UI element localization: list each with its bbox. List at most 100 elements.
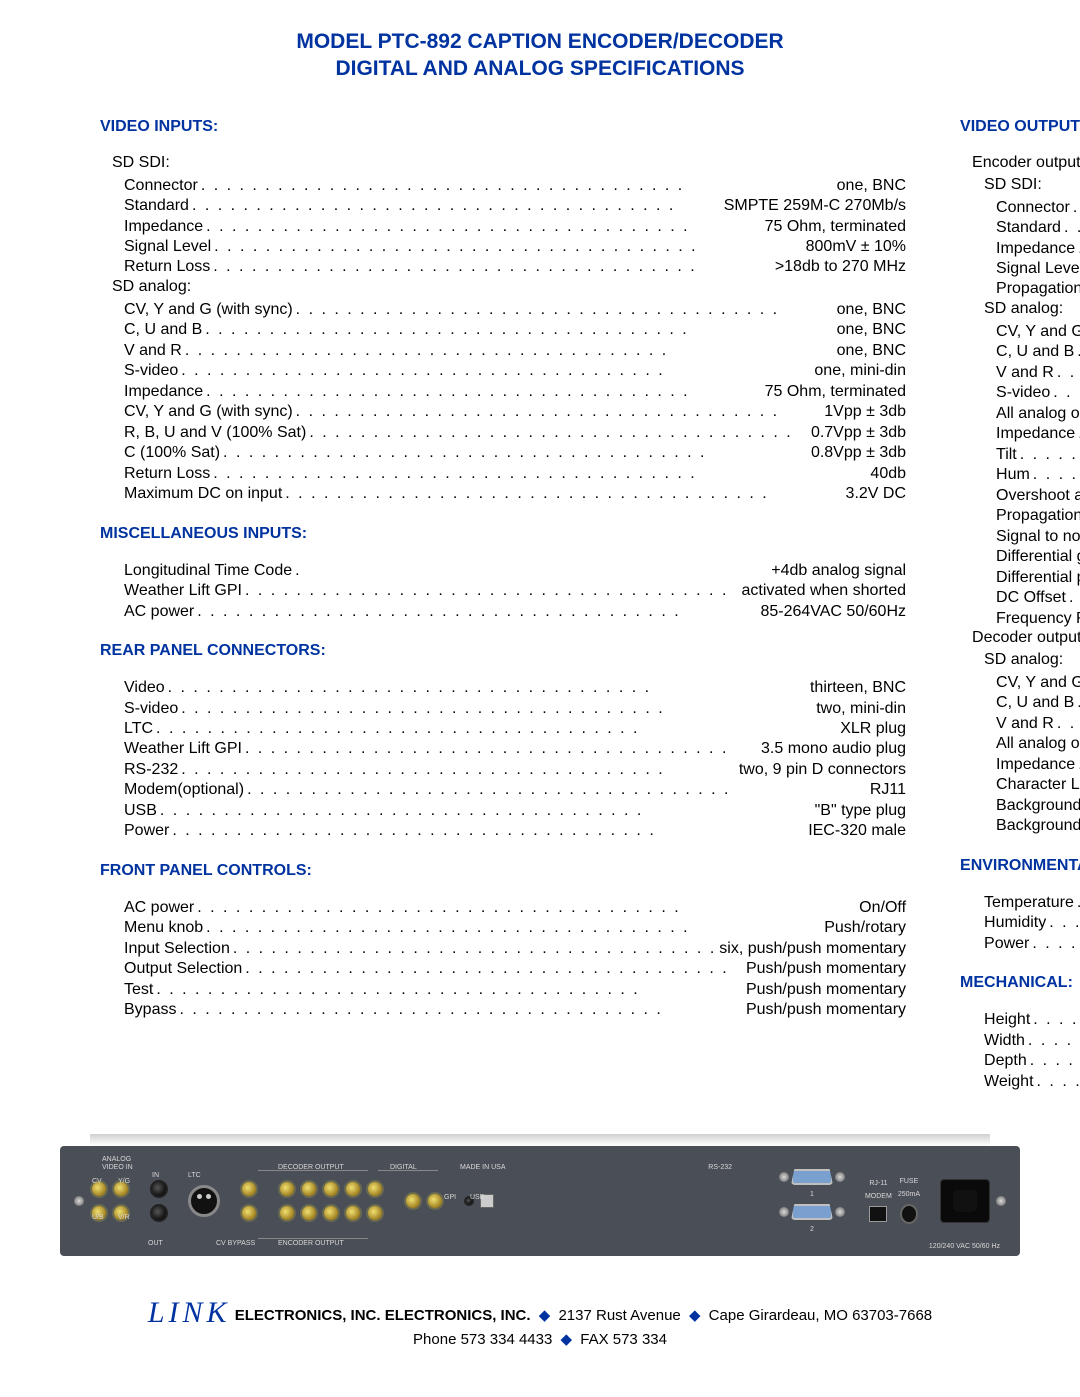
screw-icon <box>779 1207 789 1217</box>
spec-row: All analog outputs . . . . . . . . . . .… <box>960 734 1080 754</box>
dot-leader: . . . . . . . . . . . . . . . . . . . . … <box>242 581 741 601</box>
spec-label: Standard <box>996 218 1061 238</box>
spec-row: Maximum DC on input . . . . . . . . . . … <box>100 484 906 504</box>
spec-label: V and R <box>996 363 1054 383</box>
spec-row: Power . . . . . . . . . . . . . . . . . … <box>960 934 1080 954</box>
spec-value: one, mini-din <box>814 361 906 381</box>
device-rear-panel: ANALOG VIDEO IN CV Y/G U/B V/R IN OUT LT… <box>60 1134 1020 1256</box>
spec-label: Overshoot and Ringing <box>996 486 1080 506</box>
dot-leader: . . . . . . . . . . . . . . . . . . . . … <box>293 300 837 320</box>
spec-value: Push/rotary <box>824 918 906 938</box>
spec-row: Differential gain . . . . . . . . . . . … <box>960 547 1080 567</box>
left-column: VIDEO INPUTS:SD SDI:Connector . . . . . … <box>100 118 906 1092</box>
dsub-icon <box>791 1204 833 1220</box>
dot-leader: . . . . . . . . . . . . . . . . . . . . … <box>1017 445 1080 465</box>
dot-leader: . . . . . . . . . . . . . . . . . . . . … <box>244 780 870 800</box>
spec-value: 1Vpp ± 3db <box>824 402 906 422</box>
spec-value: two, mini-din <box>816 699 906 719</box>
bnc-icon <box>344 1204 362 1222</box>
spec-row: Connector . . . . . . . . . . . . . . . … <box>960 198 1080 218</box>
dot-leader: . . . . . . . . . . . . . . . . . . . . … <box>1061 218 1080 238</box>
section-heading: REAR PANEL CONNECTORS: <box>100 642 906 660</box>
spec-label: AC power <box>124 898 194 918</box>
spec-value: one, BNC <box>837 341 906 361</box>
bnc-icon <box>240 1180 258 1198</box>
label-ltc: LTC <box>188 1172 201 1179</box>
bnc-icon <box>322 1204 340 1222</box>
spec-row: Overshoot and Ringing . . . . . . . . . … <box>960 486 1080 506</box>
spec-row: Signal Level . . . . . . . . . . . . . .… <box>960 259 1080 279</box>
section-heading: MISCELLANEOUS INPUTS: <box>100 525 906 543</box>
dot-leader: . . . . . . . . . . . . . . . . . . . . … <box>1075 424 1080 444</box>
dot-leader: . . . . . . . . . . . . . . . . . . . . … <box>1075 239 1080 259</box>
dot-leader: . . . . . . . . . . . . . . . . . . . . … <box>178 361 814 381</box>
spec-row: Output Selection . . . . . . . . . . . .… <box>100 959 906 979</box>
spec-label: All analog outputs <box>996 734 1080 754</box>
spec-row: Menu knob . . . . . . . . . . . . . . . … <box>100 918 906 938</box>
spec-label: Return Loss <box>124 257 210 277</box>
dot-leader: . . . . . . . . . . . . . . . . . . . . … <box>1074 893 1080 913</box>
spec-row: Width . . . . . . . . . . . . . . . . . … <box>960 1031 1080 1051</box>
spec-label: Connector <box>996 198 1070 218</box>
spec-row: Test . . . . . . . . . . . . . . . . . .… <box>100 980 906 1000</box>
dot-leader: . . . . . . . . . . . . . . . . . . . . … <box>189 196 724 216</box>
spec-label: Impedance <box>996 424 1075 444</box>
spec-label: Test <box>124 980 153 1000</box>
spec-label: Impedance <box>996 755 1075 775</box>
spec-label: Connector <box>124 176 198 196</box>
screw-icon <box>835 1207 845 1217</box>
spec-row: Signal to noise ratio . . . . . . . . . … <box>960 527 1080 547</box>
spec-row: Propagation Delay . . . . . . . . . . . … <box>960 506 1080 526</box>
spec-label: S-video <box>996 383 1050 403</box>
spec-label: Output Selection <box>124 959 242 979</box>
spec-row: CV, Y and G (with sync) . . . . . . . . … <box>960 322 1080 342</box>
spec-label: CV, Y and G (with sync) <box>996 673 1080 693</box>
svideo-icon <box>150 1204 168 1222</box>
dot-leader: . . . . . . . . . . . . . . . . . . . . … <box>1054 714 1080 734</box>
spec-value: one, BNC <box>837 176 906 196</box>
spec-row: Impedance . . . . . . . . . . . . . . . … <box>960 239 1080 259</box>
group-label: SD SDI: <box>100 154 906 172</box>
spec-row: Standard . . . . . . . . . . . . . . . .… <box>100 196 906 216</box>
spec-value: Push/push momentary <box>746 980 906 1000</box>
spec-label: Width <box>984 1031 1025 1051</box>
dot-leader: . . . . . . . . . . . . . . . . . . . . … <box>1054 363 1080 383</box>
spec-label: Impedance <box>124 382 203 402</box>
spec-label: Impedance <box>996 239 1075 259</box>
group-label: Decoder outputs: <box>960 629 1080 647</box>
spec-row: Differential phase . . . . . . . . . . .… <box>960 568 1080 588</box>
label-vac: 120/240 VAC 50/60 Hz <box>929 1243 1000 1250</box>
spec-label: Input Selection <box>124 939 230 959</box>
chassis: ANALOG VIDEO IN CV Y/G U/B V/R IN OUT LT… <box>60 1146 1020 1256</box>
dot-leader: . . . . . . . . . . . . . . . . . . . . … <box>293 402 825 422</box>
brand-logo: LINK <box>148 1296 231 1329</box>
label-made-in-usa: MADE IN USA <box>460 1164 506 1171</box>
spec-row: Weight . . . . . . . . . . . . . . . . .… <box>960 1072 1080 1092</box>
label-cv-bypass: CV BYPASS <box>216 1240 255 1247</box>
dot-leader: . . . . . . . . . . . . . . . . . . . . … <box>194 602 760 622</box>
spec-label: RS-232 <box>124 760 178 780</box>
spec-label: S-video <box>124 699 178 719</box>
section-heading: ENVIRONMENTAL <box>960 857 1080 875</box>
group-label: Encoder outputs: <box>960 154 1080 172</box>
spec-value: On/Off <box>859 898 906 918</box>
spec-row: LTC . . . . . . . . . . . . . . . . . . … <box>100 719 906 739</box>
bnc-icon <box>404 1192 422 1210</box>
label-yg: Y/G <box>118 1178 130 1185</box>
section-heading: FRONT PANEL CONTROLS: <box>100 862 906 880</box>
spec-value: Push/push momentary <box>746 959 906 979</box>
footer: LINK ELECTRONICS, INC. ELECTRONICS, INC.… <box>100 1296 980 1348</box>
label-rj11: RJ-11 <box>869 1180 887 1187</box>
dot-leader: . . . . . . . . . . . . . . . . . . . . … <box>1070 198 1080 218</box>
spec-row: R, B, U and V (100% Sat) . . . . . . . .… <box>100 423 906 443</box>
spec-label: Propagation Delay <box>996 279 1080 299</box>
spec-label: CV, Y and G (with sync) <box>996 322 1080 342</box>
spec-label: V and R <box>124 341 182 361</box>
spec-label: C, U and B <box>124 320 202 340</box>
spec-row: V and R . . . . . . . . . . . . . . . . … <box>960 363 1080 383</box>
spec-label: LTC <box>124 719 153 739</box>
dot-leader: . . . . . . . . . . . . . . . . . . . . … <box>1074 342 1080 362</box>
dsub-icon <box>791 1169 833 1185</box>
spec-value: thirteen, BNC <box>810 678 906 698</box>
title-line-2: DIGITAL AND ANALOG SPECIFICATIONS <box>335 57 744 80</box>
